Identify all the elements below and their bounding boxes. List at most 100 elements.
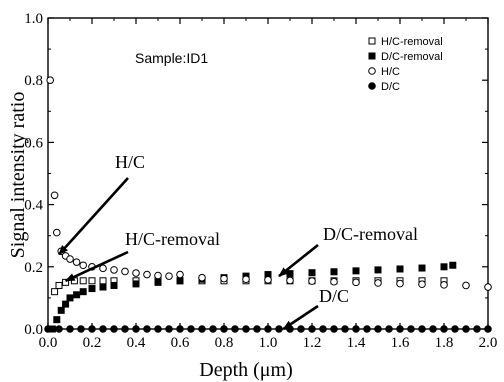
data-point [308,269,316,277]
data-point [385,325,393,333]
x-tick-label: 1.0 [259,335,278,351]
data-point [176,270,184,279]
data-point [154,278,162,286]
data-point [352,278,360,287]
data-point [341,325,349,333]
y-axis-title: Signal intensity ratio [7,92,29,259]
data-point [99,283,107,291]
data-point [110,281,118,289]
x-tick-label: 0.8 [215,335,234,351]
data-point [220,325,228,333]
data-point [231,325,239,333]
data-point [297,325,305,333]
data-point [110,266,118,274]
legend-marker [368,52,376,60]
legend: H/C-removal D/C-removal H/C D/C [368,36,443,93]
data-point [198,273,206,282]
x-tick-label: 1.2 [303,335,322,351]
data-point [330,325,338,333]
y-tick-label: 0.4 [24,198,43,214]
series-h-c [46,76,492,291]
y-tick-label: 1.0 [24,11,43,27]
data-point [473,325,481,333]
data-point [143,270,151,279]
data-point [374,266,382,274]
data-point [79,288,87,296]
data-point [352,267,360,275]
legend-label: D/C [381,81,400,93]
x-axis-title: Depth (μm) [199,359,292,381]
data-point [462,325,470,333]
x-tick-label: 0.0 [39,335,58,351]
legend-marker [368,82,376,90]
data-point [154,325,162,333]
data-point [176,277,184,285]
data-point [66,325,74,333]
data-point [374,325,382,333]
data-point [440,263,448,271]
data-point [429,325,437,333]
y-tick-label: 0.6 [24,135,43,151]
y-tick-label: 0.2 [24,260,43,276]
x-tick-label: 2.0 [479,335,498,351]
annotation-label: D/C-removal [323,224,418,244]
x-tick-label: 1.8 [435,335,454,351]
data-point [154,271,162,280]
data-point [165,272,173,280]
data-point [308,277,316,285]
series-d-c [44,325,492,333]
data-point [176,325,184,333]
x-tick-label: 0.6 [171,335,190,351]
legend-label: D/C-removal [381,51,443,63]
data-point [51,288,59,296]
data-point [440,325,448,333]
data-point [374,279,382,287]
data-point [88,325,96,333]
data-point [396,265,404,273]
data-point [132,325,140,333]
annotation-label: H/C-removal [125,229,220,249]
data-point [55,325,63,333]
annotation-arrow [278,243,319,278]
legend-label: H/C [381,66,400,78]
data-point [451,325,459,333]
annotation-arrow [58,177,129,256]
data-point [484,325,492,333]
data-point [220,274,228,283]
data-point [330,277,338,286]
data-point [88,285,96,293]
data-point [242,325,250,333]
sample-label: Sample:ID1 [135,50,208,66]
data-point [275,325,283,333]
data-point [110,325,118,333]
data-point [72,258,81,266]
data-point [418,264,426,272]
data-point [286,270,294,278]
annotations: H/C H/C-removal D/C-removal D/C [58,152,418,331]
data-point [418,325,426,333]
legend-marker [368,37,376,45]
y-tick-label: 0.0 [24,322,43,338]
data-point [209,325,217,333]
annotation-label: H/C [115,152,145,172]
data-point [99,325,107,333]
data-point [308,325,316,333]
data-point [88,277,96,285]
data-point [53,316,61,324]
data-point [396,279,404,288]
data-point [418,280,426,289]
data-point [449,261,457,269]
data-point [165,325,173,333]
x-tick-label: 0.2 [83,335,102,351]
data-point [198,325,206,333]
data-point [330,268,338,276]
data-point [55,281,63,289]
data-point [352,325,360,333]
data-point [99,277,107,285]
data-point [44,325,52,333]
data-point [242,275,250,284]
annotation-label: D/C [319,286,349,306]
data-point [484,283,492,291]
data-point [363,325,371,333]
data-point [57,306,65,314]
